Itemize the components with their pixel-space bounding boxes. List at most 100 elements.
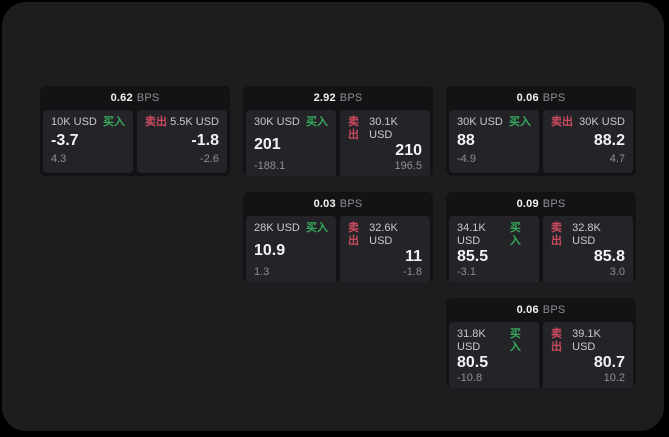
quote-card: 0.62 BPS 10K USD 买入 -3.7 4.3 卖出 5.5K USD… [40,86,230,176]
sell-size-label: 32.6K USD [369,222,398,247]
buy-tile-top: 10K USD 买入 [51,116,125,129]
sell-tile-top: 卖出 39.1K USD [551,328,625,354]
bps-unit-label: BPS [339,198,363,210]
card-header: 0.03 BPS [243,192,433,216]
sell-price: 11 [405,248,422,265]
buy-tile[interactable]: 34.1K USD 买入 85.5 -3.1 [449,216,539,282]
buy-tile-top: 30K USD 买入 [457,116,531,129]
sell-delta: 10.2 [603,372,625,384]
buy-price: 85.5 [457,248,489,265]
sell-price: 210 [395,142,422,159]
quote-card: 0.09 BPS 34.1K USD 买入 85.5 -3.1 卖出 32.8K… [446,192,636,282]
card-header: 2.92 BPS [243,86,433,110]
card-header: 0.06 BPS [446,86,636,110]
sell-delta: 196.5 [394,160,422,172]
buy-price: 201 [254,135,281,153]
buy-size-label: 34.1K USD [457,222,486,247]
buy-tile-top: 34.1K USD 买入 [457,222,531,248]
sell-tile[interactable]: 卖出 39.1K USD 80.7 10.2 [543,322,633,388]
sell-price: 80.7 [593,354,625,371]
bps-value: 0.09 [516,198,539,210]
bps-value: 0.62 [110,92,133,104]
sell-tile[interactable]: 卖出 30.1K USD 210 196.5 [340,110,430,176]
bps-unit-label: BPS [542,92,566,104]
quote-card: 0.06 BPS 31.8K USD 买入 80.5 -10.8 卖出 39.1… [446,298,636,388]
buy-tag: 买入 [306,116,328,128]
sell-size-label: 39.1K USD [572,328,601,353]
sell-tag: 卖出 [145,116,167,128]
card-body: 31.8K USD 买入 80.5 -10.8 卖出 39.1K USD 80.… [446,322,636,388]
buy-size-label: 10K USD [51,116,97,128]
buy-size-label: 30K USD [457,116,503,128]
bps-value: 0.03 [313,198,336,210]
buy-price: 80.5 [457,354,489,371]
bps-unit-label: BPS [136,92,160,104]
cards-grid: 0.62 BPS 10K USD 买入 -3.7 4.3 卖出 5.5K USD… [40,86,636,388]
sell-size-label: 5.5K USD [170,116,219,128]
buy-tile[interactable]: 31.8K USD 买入 80.5 -10.8 [449,322,539,388]
buy-price: 88 [457,132,475,149]
sell-size-label: 32.8K USD [572,222,601,247]
card-body: 28K USD 买入 10.9 1.3 卖出 32.6K USD 11 -1.8 [243,216,433,282]
sell-tag: 卖出 [348,222,359,247]
card-body: 34.1K USD 买入 85.5 -3.1 卖出 32.8K USD 85.8… [446,216,636,282]
card-body: 30K USD 买入 201 -188.1 卖出 30.1K USD 210 1… [243,110,433,176]
sell-tile[interactable]: 卖出 32.6K USD 11 -1.8 [340,216,430,282]
card-body: 30K USD 买入 88 -4.9 卖出 30K USD 88.2 4.7 [446,110,636,176]
bps-value: 2.92 [313,92,336,104]
quotes-panel: 0.62 BPS 10K USD 买入 -3.7 4.3 卖出 5.5K USD… [2,2,664,431]
buy-tile[interactable]: 10K USD 买入 -3.7 4.3 [43,110,133,173]
sell-delta: -1.8 [403,266,422,278]
sell-size-label: 30K USD [579,116,625,128]
buy-delta: -10.8 [457,372,483,384]
quote-card: 0.06 BPS 30K USD 买入 88 -4.9 卖出 30K USD 8… [446,86,636,176]
sell-tile-top: 卖出 30K USD [551,116,625,129]
quote-card: 2.92 BPS 30K USD 买入 201 -188.1 卖出 30.1K … [243,86,433,176]
sell-tile-top: 卖出 32.8K USD [551,222,625,248]
sell-delta: -2.6 [200,153,219,165]
sell-tile[interactable]: 卖出 32.8K USD 85.8 3.0 [543,216,633,282]
sell-tag: 卖出 [551,328,562,353]
buy-tag: 买入 [509,328,521,353]
buy-price: 10.9 [254,241,286,259]
quote-card: 0.03 BPS 28K USD 买入 10.9 1.3 卖出 32.6K US… [243,192,433,282]
sell-tile[interactable]: 卖出 30K USD 88.2 4.7 [543,110,633,173]
sell-tag: 卖出 [551,116,573,128]
buy-tag: 买入 [509,116,531,128]
sell-tag: 卖出 [348,116,359,141]
buy-tile[interactable]: 30K USD 买入 88 -4.9 [449,110,539,173]
buy-tag: 买入 [103,116,125,128]
buy-tile-top: 31.8K USD 买入 [457,328,531,354]
buy-tag: 买入 [306,222,328,234]
buy-delta: 1.3 [254,266,270,278]
sell-tile[interactable]: 卖出 5.5K USD -1.8 -2.6 [137,110,227,173]
buy-delta: -188.1 [254,160,286,172]
bps-value: 0.06 [516,304,539,316]
buy-size-label: 30K USD [254,116,300,128]
sell-price: 85.8 [593,248,625,265]
buy-size-label: 31.8K USD [457,328,486,353]
buy-tile[interactable]: 28K USD 买入 10.9 1.3 [246,216,336,282]
sell-delta: 4.7 [609,153,625,165]
sell-tile-top: 卖出 32.6K USD [348,222,422,248]
sell-tag: 卖出 [551,222,562,247]
buy-delta: 4.3 [51,153,67,165]
card-header: 0.09 BPS [446,192,636,216]
buy-tile-top: 30K USD 买入 [254,116,328,129]
bps-unit-label: BPS [339,92,363,104]
card-header: 0.62 BPS [40,86,230,110]
sell-price: -1.8 [191,132,219,149]
sell-tile-top: 卖出 30.1K USD [348,116,422,142]
buy-price: -3.7 [51,132,79,149]
card-header: 0.06 BPS [446,298,636,322]
sell-size-label: 30.1K USD [369,116,398,141]
card-body: 10K USD 买入 -3.7 4.3 卖出 5.5K USD -1.8 -2.… [40,110,230,176]
bps-unit-label: BPS [542,304,566,316]
sell-delta: 3.0 [609,266,625,278]
bps-value: 0.06 [516,92,539,104]
sell-price: 88.2 [593,132,625,149]
buy-tile[interactable]: 30K USD 买入 201 -188.1 [246,110,336,176]
buy-tag: 买入 [509,222,521,247]
sell-tile-top: 卖出 5.5K USD [145,116,219,129]
